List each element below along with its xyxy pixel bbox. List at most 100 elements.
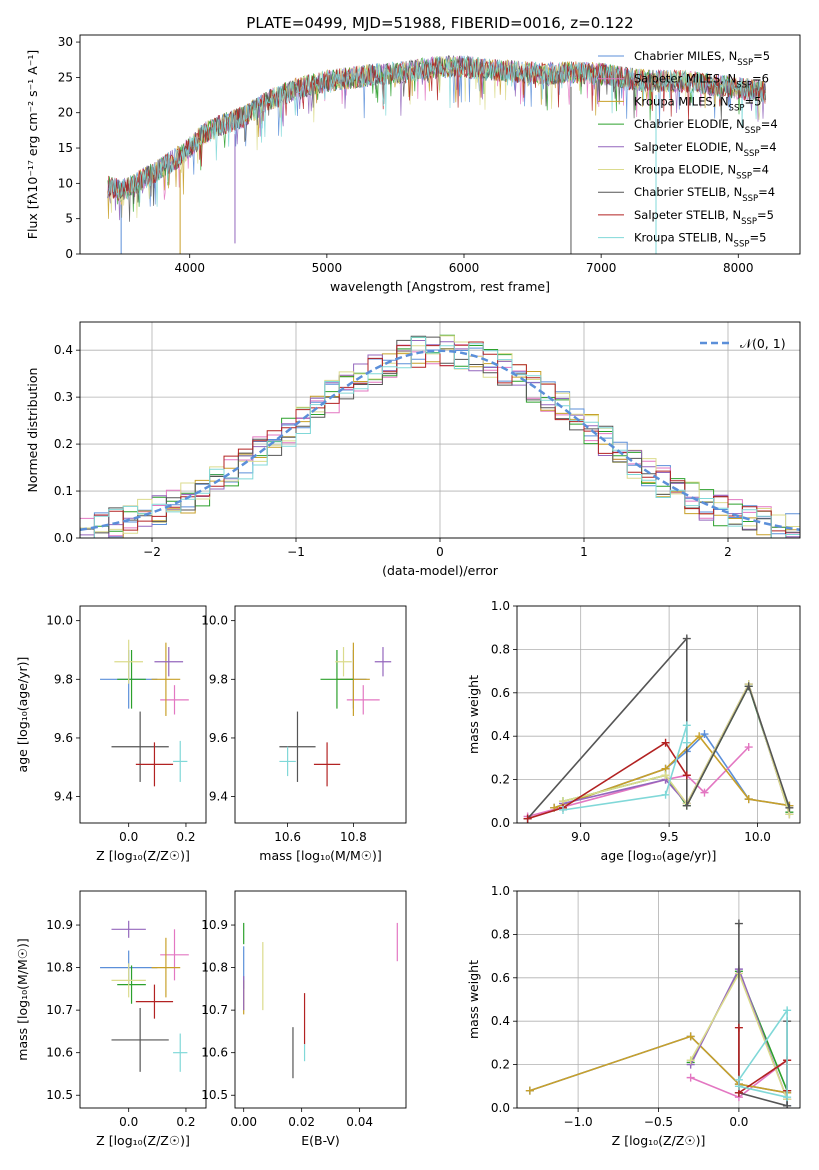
weight-marker [682,721,691,730]
error-bars [100,639,189,787]
legend-entry: 𝒩(0, 1) [740,336,786,351]
x-tick-label: 9.5 [660,830,679,844]
axes-frame [516,890,801,1109]
weight-marker [734,1082,743,1091]
x-axis-label: age [log₁₀(age/yr)] [601,848,717,863]
x-tick-label: 5000 [312,261,343,275]
x-tick-label: 10.6 [274,830,301,844]
x-tick-label: 0.02 [288,1115,315,1129]
weight_vs_age-panel: 9.0 9.5 10.0 0.0 0.2 0.4 0.6 0.8 1.0 age [log₁₀(a… [466,599,801,863]
x-tick-label: 6000 [449,261,480,275]
x-tick-label: 0 [436,545,444,559]
y-tick-label: 20 [58,106,73,120]
legend-entry: Salpeter ELODIE, NSSP=4 [634,140,777,159]
axes-frame [79,34,801,255]
x-tick-label: 0.0 [729,1115,748,1129]
y-tick-label: 0.3 [54,390,73,404]
y-tick-label: 10.8 [201,961,228,975]
x-tick-label: −2 [143,545,161,559]
weight-lines [525,919,792,1108]
y-tick-label: 10.0 [46,614,73,628]
x-axis-label: wavelength [Angstrom, rest frame] [330,279,550,294]
weight_vs_Z-panel: −1.0 −0.5 0.0 0.0 0.2 0.4 0.6 0.8 1.0 Z [log₁₀(Z/… [466,884,801,1148]
weight-marker [523,814,532,823]
residuals-panel: −2 −1 0 1 2 0.0 0.1 0.2 0.3 0.4 (data-model)/error… [25,321,801,578]
y-tick-label: 1.0 [491,599,510,613]
x-tick-label: 7000 [586,261,617,275]
y-tick-label: 0.4 [54,343,73,357]
y-tick-label: 0.2 [54,437,73,451]
x-tick-label: 0.04 [346,1115,373,1129]
weight-marker [744,682,753,691]
legend-entry: Kroupa ELODIE, NSSP=4 [634,163,769,182]
y-tick-label: 30 [58,35,73,49]
x-axis-label: E(B-V) [301,1133,340,1148]
weight-marker [785,803,794,812]
y-tick-label: 10 [58,176,73,190]
weight-lines [523,634,794,823]
histogram [80,336,800,538]
weight-marker [661,771,670,780]
figure-title: PLATE=0499, MJD=51988, FIBERID=0016, z=0… [246,14,633,32]
y-tick-label: 10.5 [46,1088,73,1102]
y-tick-label: 0 [65,247,73,261]
y-tick-label: 10.7 [46,1003,73,1017]
y-tick-label: 0.8 [491,642,510,656]
y-tick-label: 0.1 [54,484,73,498]
y-tick-label: 0.2 [491,1058,510,1072]
x-tick-label: 0.0 [119,830,138,844]
weight-line [562,725,688,811]
error-bars [243,922,398,1079]
spectrum-panel: 4000 5000 6000 7000 8000 0 5 10 15 20 25 30 waveleng… [25,34,801,294]
mass_vs_Z-panel: 0.0 0.2 10.5 10.6 10.7 10.8 10.9 Z [log₁₀(Z/Z☉)… [15,890,207,1148]
x-tick-label: 10.8 [340,830,367,844]
x-tick-label: −1 [287,545,305,559]
axes-frame [79,605,207,824]
y-tick-label: 10.9 [201,918,228,932]
y-tick-label: 1.0 [491,884,510,898]
y-tick-label: 0.8 [491,927,510,941]
weight-marker [783,1101,792,1108]
mass_vs_ebv-panel: 0.00 0.02 0.04 10.5 10.6 10.7 10.8 10.9 E(B-V) [201,890,407,1148]
y-tick-label: 10.6 [201,1046,228,1060]
x-tick-label: 0.2 [176,830,195,844]
y-tick-label: 10.6 [46,1046,73,1060]
y-tick-label: 15 [58,141,73,155]
weight-marker [700,788,709,797]
error-bars [100,920,189,1072]
legend-entry: Chabrier MILES, NSSP=5 [634,49,770,68]
x-tick-label: 2 [724,545,732,559]
weight-marker [744,795,753,804]
x-tick-label: 10.0 [744,830,771,844]
axes-frame [234,605,407,824]
x-tick-label: 1 [580,545,588,559]
x-axis-label: Z [log₁₀(Z/Z☉)] [612,1133,706,1148]
weight-marker [734,919,743,928]
y-axis-label: mass weight [466,960,481,1039]
weight-marker [700,730,709,739]
weight-marker [682,634,691,643]
x-axis-label: (data-model)/error [382,563,499,578]
x-axis-label: Z [log₁₀(Z/Z☉)] [96,848,190,863]
y-tick-label: 10.5 [201,1088,228,1102]
y-tick-label: 25 [58,70,73,84]
weight-marker [661,738,670,747]
x-tick-label: 0.2 [176,1115,195,1129]
x-tick-label: 4000 [174,261,205,275]
x-axis-label: Z [log₁₀(Z/Z☉)] [96,1133,190,1148]
weight-marker [744,743,753,752]
y-tick-label: 9.6 [54,731,73,745]
weight-marker [682,738,691,747]
y-tick-label: 9.8 [209,672,228,686]
weight-marker [783,1006,792,1015]
legend-entry: Salpeter STELIB, NSSP=5 [634,208,774,227]
y-tick-label: 9.6 [209,731,228,745]
y-tick-label: 0.6 [491,686,510,700]
weight-marker [682,771,691,780]
legend-entry: Kroupa STELIB, NSSP=5 [634,231,766,250]
y-tick-label: 10.8 [46,961,73,975]
y-tick-label: 0.0 [491,816,510,830]
axes-frame [79,321,801,539]
x-tick-label: 0.0 [119,1115,138,1129]
y-tick-label: 10.0 [201,614,228,628]
